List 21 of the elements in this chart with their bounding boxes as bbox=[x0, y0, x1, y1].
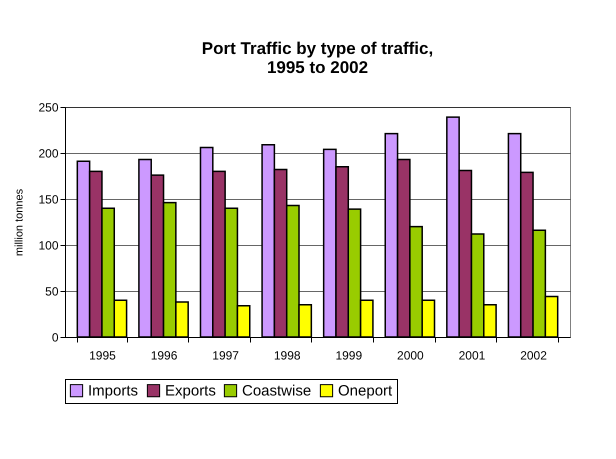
y-tick-label: 200 bbox=[38, 146, 59, 160]
x-tick-label: 2000 bbox=[397, 348, 424, 362]
y-tick-label: 250 bbox=[38, 100, 59, 114]
x-tick-label: 1997 bbox=[212, 348, 240, 362]
x-tick-label: 1998 bbox=[274, 348, 301, 362]
y-tick-label: 50 bbox=[45, 284, 59, 298]
legend-label: Coastwise bbox=[242, 382, 312, 400]
text: 1995 to 2002 bbox=[266, 58, 368, 77]
x-tick-label: 1995 bbox=[89, 348, 116, 362]
y-tick-label: 100 bbox=[38, 238, 59, 252]
x-tick-label: 2001 bbox=[458, 348, 486, 362]
legend-label: Imports bbox=[88, 382, 138, 400]
y-tick-label: 0 bbox=[52, 330, 59, 344]
legend-label: Oneport bbox=[338, 382, 394, 400]
x-tick-label: 1999 bbox=[335, 348, 362, 362]
x-tick-label: 2002 bbox=[520, 348, 548, 362]
y-axis-title: million tonnes bbox=[13, 188, 26, 256]
legend-label: Exports bbox=[165, 382, 216, 400]
text: Port Traffic by type of traffic, bbox=[202, 39, 434, 58]
y-tick-label: 150 bbox=[38, 192, 59, 206]
x-tick-label: 1996 bbox=[150, 348, 178, 362]
